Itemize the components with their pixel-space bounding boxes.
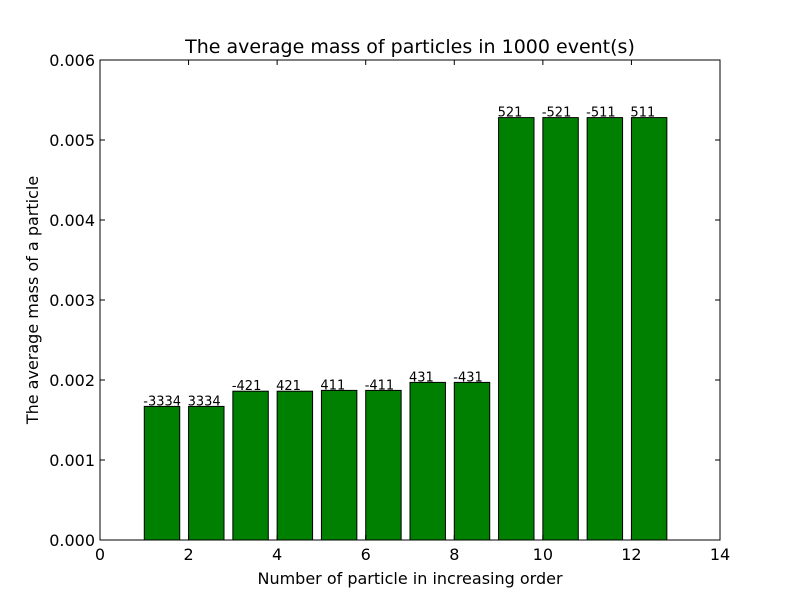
- bar-label: 431: [409, 370, 434, 385]
- y-tick-label: 0.006: [49, 51, 95, 70]
- x-tick-label: 10: [533, 545, 553, 564]
- bar-label: -421: [232, 379, 262, 394]
- bar: [542, 117, 579, 541]
- bar-label: 3334: [188, 394, 221, 409]
- y-tick-label: 0.001: [49, 451, 95, 470]
- bar-label: 411: [320, 378, 345, 393]
- bar: [365, 389, 402, 541]
- y-axis-ticks: 0.000 0.001 0.002 0.003 0.004 0.005 0.006: [49, 51, 720, 550]
- y-tick-label: 0.004: [49, 211, 95, 230]
- y-tick-label: 0.002: [49, 371, 95, 390]
- bar-label: -511: [586, 106, 616, 121]
- x-tick-label: 6: [361, 545, 371, 564]
- plot-frame: [99, 59, 721, 541]
- y-tick-label: 0.005: [49, 131, 95, 150]
- bar-label: 421: [276, 379, 301, 394]
- y-tick-label: 0.003: [49, 291, 95, 310]
- y-axis-label: The average mass of a particle: [23, 176, 42, 425]
- bar-label: -411: [365, 378, 395, 393]
- bar-label: 521: [498, 106, 523, 121]
- bar: [188, 405, 225, 541]
- bar: [453, 381, 491, 541]
- x-tick-label: 0: [95, 545, 105, 564]
- bar-label: -521: [542, 106, 572, 121]
- bar: [232, 390, 269, 541]
- bar: [320, 389, 358, 541]
- x-tick-label: 8: [449, 545, 459, 564]
- bar: [409, 381, 446, 541]
- bar-label: -431: [453, 370, 483, 385]
- x-tick-label: 2: [183, 545, 193, 564]
- x-axis-label: Number of particle in increasing order: [257, 569, 562, 588]
- x-tick-label: 12: [621, 545, 641, 564]
- y-tick-label: 0.000: [49, 531, 95, 550]
- bar: [143, 405, 181, 541]
- bar-label: 511: [630, 106, 655, 121]
- bars-group: [143, 117, 668, 541]
- bar: [630, 117, 668, 541]
- bar: [276, 390, 314, 541]
- x-tick-label: 14: [710, 545, 730, 564]
- chart-title: The average mass of particles in 1000 ev…: [184, 36, 635, 58]
- bar-labels-group: -3334 3334 -421 421 411 -411 431 -431 521 -521 -51…: [143, 106, 655, 410]
- bar: [498, 117, 535, 541]
- x-tick-label: 4: [272, 545, 282, 564]
- bar: [586, 117, 624, 541]
- bar-label: -3334: [143, 394, 181, 409]
- x-axis-ticks: 0 2 4 6 8 10 12 14: [95, 60, 730, 564]
